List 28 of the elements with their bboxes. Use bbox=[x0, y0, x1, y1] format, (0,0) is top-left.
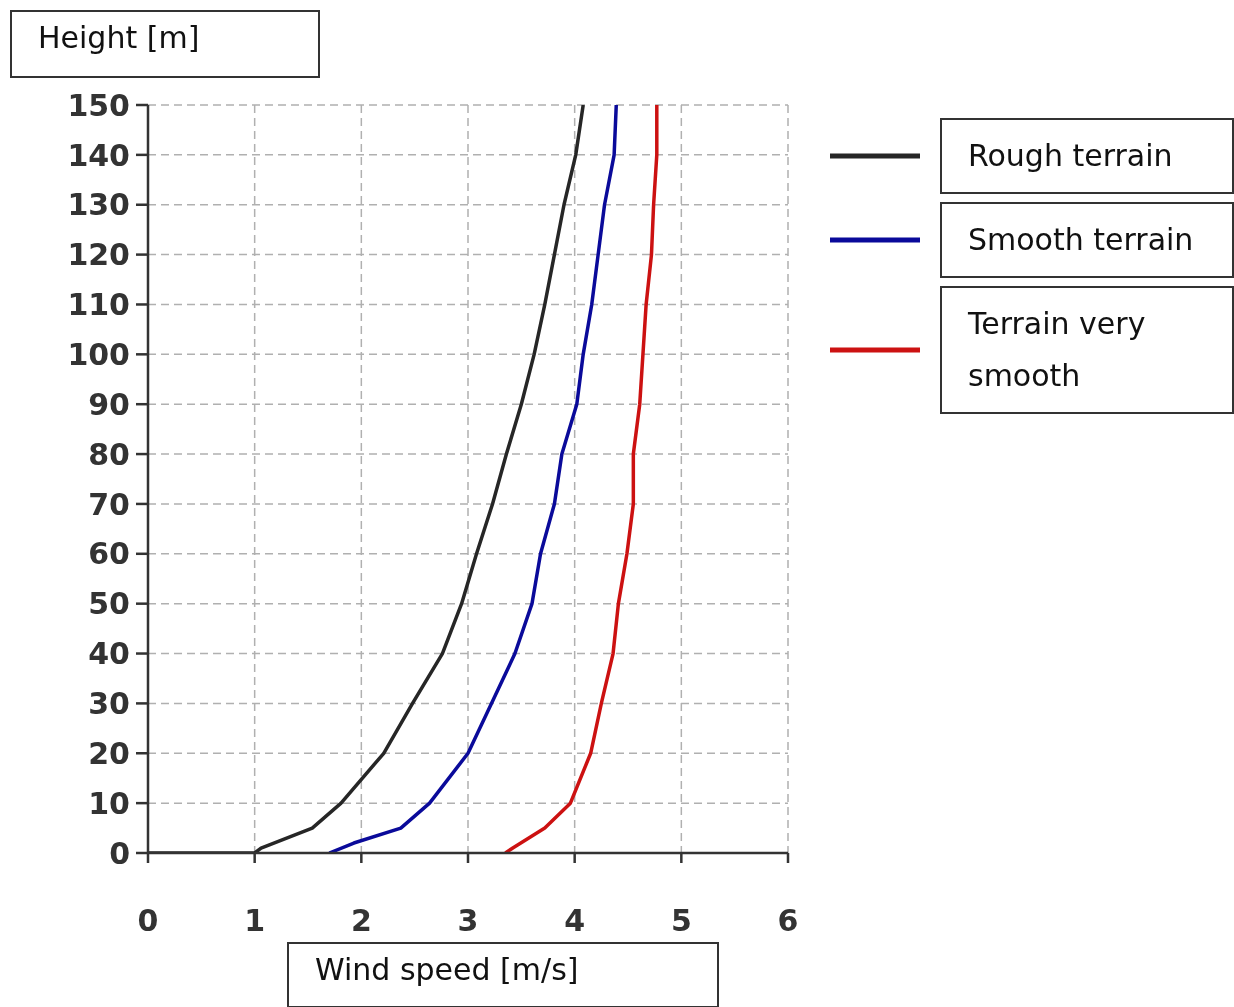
y-tick-label: 90 bbox=[88, 386, 130, 422]
y-tick-label: 140 bbox=[67, 137, 130, 173]
y-tick-label: 100 bbox=[67, 336, 130, 372]
legend-label: Terrain very smooth bbox=[940, 286, 1234, 414]
x-axis-title: Wind speed [m/s] bbox=[287, 942, 719, 1007]
x-tick-label: 0 bbox=[137, 903, 159, 939]
x-tick-label: 5 bbox=[670, 903, 692, 939]
legend-label: Rough terrain bbox=[940, 118, 1234, 194]
x-tick-label: 1 bbox=[244, 903, 266, 939]
y-tick-label: 120 bbox=[67, 237, 130, 273]
y-tick-label: 20 bbox=[88, 735, 130, 771]
x-tick-label: 4 bbox=[564, 903, 586, 939]
y-tick-label: 30 bbox=[88, 686, 130, 722]
y-tick-label: 50 bbox=[88, 586, 130, 622]
x-tick-label: 2 bbox=[350, 903, 372, 939]
y-tick-label: 40 bbox=[88, 636, 130, 672]
y-tick-label: 110 bbox=[67, 287, 130, 323]
x-tick-label: 3 bbox=[457, 903, 479, 939]
y-tick-label: 0 bbox=[109, 835, 130, 871]
y-tick-label: 60 bbox=[88, 536, 130, 572]
y-tick-label: 150 bbox=[67, 87, 130, 123]
y-tick-label: 130 bbox=[67, 187, 130, 223]
y-axis-title: Height [m] bbox=[10, 10, 320, 78]
y-tick-label: 10 bbox=[88, 785, 130, 821]
x-tick-label: 6 bbox=[777, 903, 799, 939]
legend-label: Smooth terrain bbox=[940, 202, 1234, 278]
y-tick-label: 70 bbox=[88, 486, 130, 522]
y-tick-label: 80 bbox=[88, 436, 130, 472]
